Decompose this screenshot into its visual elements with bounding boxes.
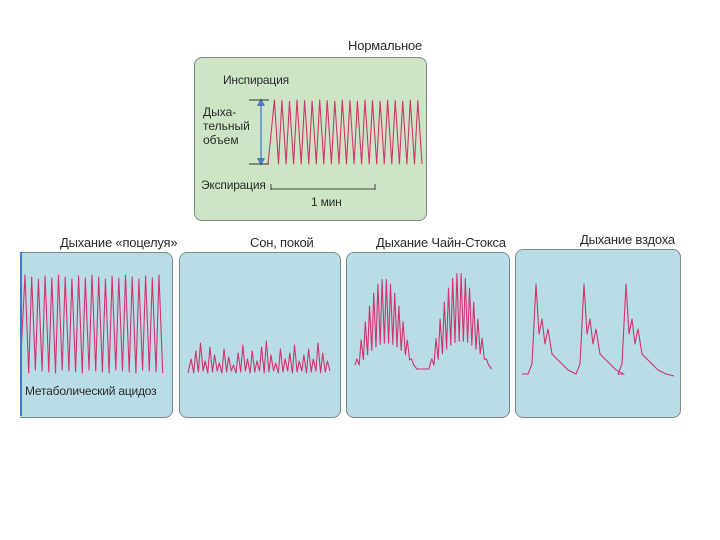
inspiration-label: Инспирация bbox=[223, 73, 289, 87]
sleep-breathing-trace bbox=[187, 340, 331, 374]
sleep-breathing-panel bbox=[179, 252, 341, 418]
sleep-wave bbox=[187, 340, 331, 374]
sleep-title: Сон, покой bbox=[250, 235, 314, 250]
metabolic-acidosis-label: Метаболический ацидоз bbox=[25, 384, 157, 398]
arrow-head-down bbox=[257, 158, 265, 166]
tidal-volume-label: Дыха- тельный объем bbox=[203, 105, 250, 147]
cheyne-stokes-title: Дыхание Чайн-Стокса bbox=[376, 235, 506, 250]
kussmaul-title: Дыхание «поцелуя» bbox=[60, 235, 178, 250]
normal-wave bbox=[267, 99, 423, 165]
kussmaul-wave bbox=[20, 274, 164, 374]
cheyne-stokes-wave bbox=[354, 273, 493, 370]
expiration-label: Экспирация bbox=[201, 178, 266, 192]
normal-breathing-trace bbox=[249, 98, 423, 190]
gasping-breathing-trace bbox=[522, 283, 675, 377]
kussmaul-breathing-panel: Метаболический ацидоз bbox=[20, 252, 173, 418]
gasping-title: Дыхание вздоха bbox=[580, 232, 675, 247]
cheyne-stokes-panel bbox=[346, 252, 510, 418]
edge-strip bbox=[20, 252, 22, 416]
gasping-breathing-panel bbox=[515, 249, 681, 418]
time-scale-label: 1 мин bbox=[311, 195, 342, 209]
arrow-head-up bbox=[257, 98, 265, 106]
kussmaul-breathing-trace bbox=[20, 274, 164, 374]
normal-title: Нормальное bbox=[348, 38, 423, 53]
normal-breathing-panel: Инспирация Дыха- тельный объем Экспираци… bbox=[194, 57, 427, 221]
cheyne-stokes-trace bbox=[354, 273, 493, 370]
gasping-wave bbox=[522, 283, 675, 377]
